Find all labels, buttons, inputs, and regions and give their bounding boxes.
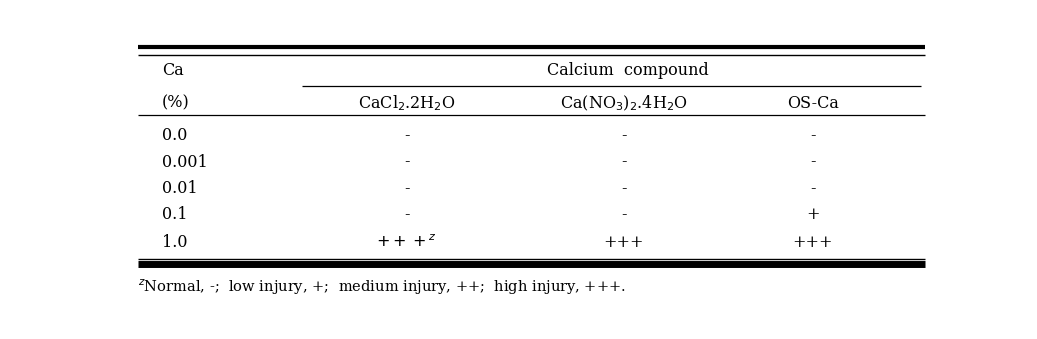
Text: Ca: Ca [162, 62, 184, 79]
Text: -: - [404, 206, 410, 223]
Text: +++: +++ [604, 234, 644, 251]
Text: Ca(NO$_3$)$_2$.4H$_2$O: Ca(NO$_3$)$_2$.4H$_2$O [560, 94, 688, 113]
Text: +: + [806, 206, 819, 223]
Text: -: - [810, 154, 815, 171]
Text: -: - [404, 154, 410, 171]
Text: CaCl$_2$.2H$_2$O: CaCl$_2$.2H$_2$O [358, 94, 455, 113]
Text: -: - [621, 127, 626, 144]
Text: -: - [810, 180, 815, 197]
Text: 0.001: 0.001 [162, 154, 207, 171]
Text: -: - [621, 180, 626, 197]
Text: OS-Ca: OS-Ca [787, 95, 839, 112]
Text: -: - [621, 154, 626, 171]
Text: 0.01: 0.01 [162, 180, 197, 197]
Text: 0.0: 0.0 [162, 127, 187, 144]
Text: -: - [810, 127, 815, 144]
Text: -: - [404, 180, 410, 197]
Text: 1.0: 1.0 [162, 234, 188, 251]
Text: $+++^z$: $+++^z$ [376, 234, 438, 251]
Text: -: - [621, 206, 626, 223]
Text: Calcium  compound: Calcium compound [548, 62, 708, 79]
Text: (%): (%) [162, 95, 190, 112]
Text: -: - [404, 127, 410, 144]
Text: +++: +++ [792, 234, 833, 251]
Text: $^z$Normal, -;  low injury, +;  medium injury, ++;  high injury, +++.: $^z$Normal, -; low injury, +; medium inj… [138, 278, 625, 297]
Text: 0.1: 0.1 [162, 206, 188, 223]
